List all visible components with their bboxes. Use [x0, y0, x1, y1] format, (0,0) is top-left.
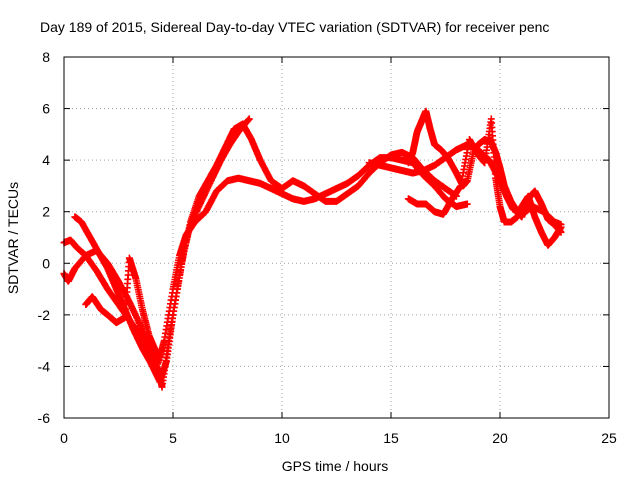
y-tick-label: -6 [38, 410, 51, 426]
x-tick-label: 10 [274, 430, 290, 446]
series-2 [60, 154, 471, 368]
y-tick-label: 8 [42, 49, 50, 65]
y-tick-label: 2 [42, 204, 50, 220]
series-markers [82, 254, 164, 360]
x-tick-label: 15 [383, 430, 399, 446]
y-tick-label: 6 [42, 101, 50, 117]
grid [63, 56, 610, 419]
chart-title: Day 189 of 2015, Sidereal Day-to-day VTE… [40, 19, 549, 35]
y-tick-label: 0 [42, 255, 50, 271]
series-7 [365, 141, 565, 229]
x-tick-labels: 0 5 10 15 20 25 [60, 430, 617, 446]
x-axis-label: GPS time / hours [282, 458, 389, 474]
plot-frame [63, 56, 610, 419]
x-tick-label: 5 [169, 430, 177, 446]
series-markers [60, 154, 471, 368]
y-axis-label: SDTVAR / TECUs [5, 182, 21, 294]
x-tick-label: 0 [60, 430, 68, 446]
series-markers [365, 141, 565, 229]
data-points [60, 107, 565, 391]
series-4 [82, 254, 164, 360]
y-tick-label: -4 [38, 358, 51, 374]
y-tick-label: 4 [42, 152, 50, 168]
y-tick-label: -2 [38, 307, 51, 323]
x-tick-label: 25 [601, 430, 617, 446]
y-tick-labels: -6 -4 -2 0 2 4 6 8 [38, 49, 51, 426]
x-tick-label: 20 [492, 430, 508, 446]
